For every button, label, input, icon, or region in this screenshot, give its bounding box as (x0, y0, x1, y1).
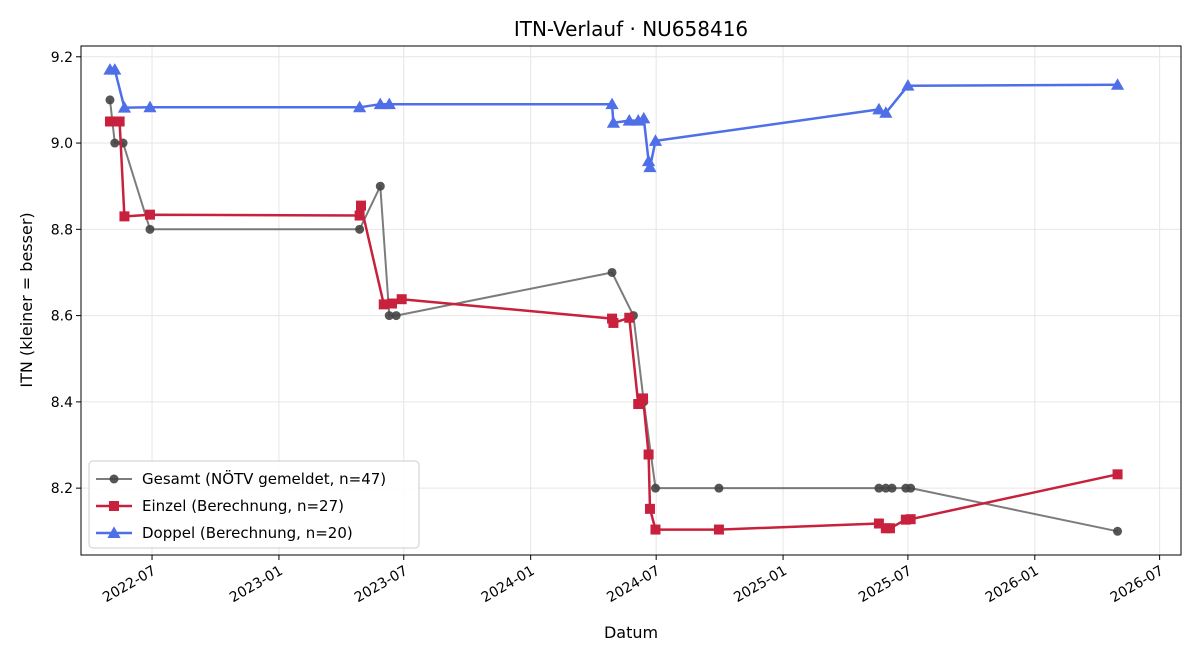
legend-entry: Gesamt (NÖTV gemeldet, n=47) (96, 469, 386, 488)
legend-marker (109, 501, 119, 511)
data-point (624, 312, 635, 323)
x-tick-label: 2026-01 (983, 563, 1042, 606)
series-3 (103, 63, 1125, 173)
data-point (872, 102, 886, 115)
data-point (874, 483, 884, 493)
data-point (373, 97, 387, 110)
y-tick-label: 9.2 (51, 50, 73, 66)
data-point (881, 483, 891, 493)
data-point (356, 200, 366, 211)
data-point (650, 524, 661, 535)
data-point (354, 210, 365, 221)
y-axis: 8.2 8.4 8.6 8.8 9.0 9.2 (51, 50, 81, 497)
data-point (607, 267, 617, 277)
data-point (108, 63, 122, 75)
data-point (143, 100, 157, 113)
data-point (905, 514, 916, 525)
data-point (110, 138, 120, 148)
y-tick-label: 9.0 (51, 136, 73, 152)
grid-lines (81, 46, 1181, 555)
data-point (1110, 78, 1125, 90)
data-point (608, 317, 619, 328)
data-point (144, 209, 155, 220)
data-point (396, 294, 407, 305)
data-point (1112, 469, 1123, 480)
data-point (643, 449, 654, 460)
y-axis-label: ITN (kleiner = besser) (17, 212, 36, 387)
data-point (637, 111, 651, 124)
data-point (119, 211, 130, 222)
data-point (648, 134, 663, 146)
x-tick-label: 2024-07 (604, 563, 663, 606)
x-tick-label: 2026-07 (1108, 563, 1167, 606)
data-point (384, 311, 394, 321)
data-point (641, 154, 656, 167)
data-point (650, 483, 660, 493)
data-point (387, 298, 398, 309)
legend-frame (88, 460, 420, 549)
data-point (105, 95, 115, 105)
data-point (713, 524, 724, 535)
data-point (643, 160, 657, 173)
data-point (378, 299, 389, 310)
plot-frame (80, 45, 1182, 556)
data-point (644, 503, 655, 514)
data-point (391, 311, 401, 321)
legend-label: Doppel (Berechnung, n=20) (142, 524, 353, 542)
series-2 (104, 116, 1123, 535)
x-tick-label: 2023-07 (352, 563, 411, 606)
x-tick-label: 2024-01 (479, 563, 538, 606)
y-tick-label: 8.4 (51, 395, 73, 411)
data-point (355, 224, 365, 234)
x-axis-label: Datum (604, 623, 658, 642)
y-tick-label: 8.2 (51, 481, 73, 497)
legend-entry: Einzel (Berechnung, n=27) (96, 497, 344, 515)
legend-entry: Doppel (Berechnung, n=20) (96, 524, 353, 542)
data-point (906, 483, 916, 493)
data-point (606, 116, 621, 128)
chart-title: ITN-Verlauf · NU658416 (514, 17, 748, 41)
legend: Gesamt (NÖTV gemeldet, n=47) Einzel (Bere… (88, 460, 420, 549)
legend-label: Gesamt (NÖTV gemeldet, n=47) (142, 469, 386, 488)
data-point (605, 97, 619, 110)
x-tick-label: 2022-07 (100, 563, 159, 606)
x-tick-label: 2023-01 (227, 563, 286, 606)
y-tick-label: 8.8 (51, 222, 73, 238)
legend-marker (107, 526, 121, 538)
data-point (375, 181, 385, 191)
y-tick-label: 8.6 (51, 309, 73, 325)
data-point (633, 399, 644, 410)
data-point (901, 79, 915, 91)
data-point (884, 523, 895, 534)
legend-marker (109, 474, 119, 484)
data-point (145, 224, 155, 234)
data-point (873, 518, 884, 529)
x-axis: 2022-07 2023-01 2023-07 2024-01 2024-07 2025-… (100, 555, 1166, 606)
data-point (114, 116, 125, 127)
data-point (638, 393, 649, 404)
data-point (879, 106, 893, 118)
x-tick-label: 2025-01 (731, 563, 790, 606)
data-point (1113, 526, 1123, 536)
data-point (382, 97, 396, 110)
data-point (117, 101, 132, 113)
x-tick-label: 2025-07 (856, 563, 915, 606)
data-point (353, 100, 367, 113)
data-point (714, 483, 724, 493)
legend-label: Einzel (Berechnung, n=27) (142, 497, 344, 515)
data-point (622, 114, 636, 126)
data-point (887, 483, 897, 493)
series-layer (103, 63, 1125, 536)
